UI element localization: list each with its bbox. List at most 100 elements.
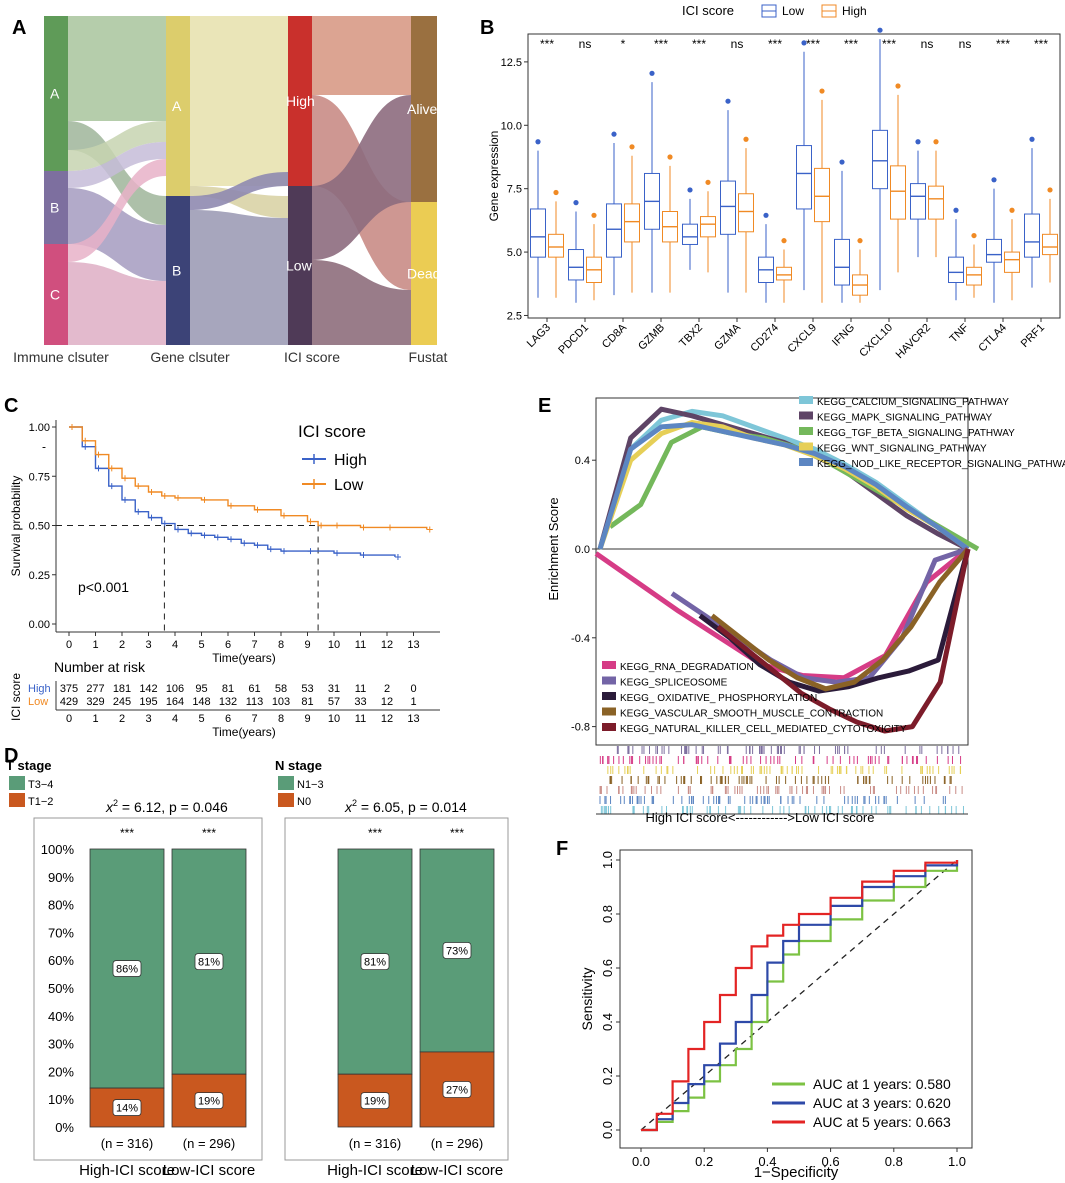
data-label-box bbox=[442, 942, 472, 959]
sankey-node bbox=[44, 244, 68, 345]
sankey-node-label: A bbox=[172, 98, 182, 114]
x-tick-label: 2 bbox=[119, 713, 125, 725]
sankey-flow bbox=[312, 95, 411, 260]
censor-mark bbox=[228, 536, 234, 543]
risk-value: 132 bbox=[219, 696, 237, 708]
x-tick-label: 2 bbox=[119, 639, 125, 651]
x-tick-label: 0.8 bbox=[885, 1154, 903, 1169]
legend-swatch bbox=[799, 396, 813, 404]
panel-label-a: A bbox=[12, 17, 26, 39]
box-outlier bbox=[839, 159, 845, 165]
sankey-flow bbox=[68, 262, 166, 345]
legend-swatch bbox=[9, 776, 25, 790]
censor-mark bbox=[201, 532, 208, 539]
significance-label: ns bbox=[731, 37, 744, 51]
risk-value: 195 bbox=[139, 696, 157, 708]
box-body bbox=[606, 203, 622, 258]
x-axis-label: Time(years) bbox=[212, 725, 276, 739]
censor-mark bbox=[135, 483, 142, 490]
box-body bbox=[928, 185, 944, 220]
significance-label: *** bbox=[806, 37, 820, 51]
box-outlier bbox=[857, 238, 863, 244]
censor-mark bbox=[201, 496, 208, 503]
legend-label: KEGG_TGF_BETA_SIGNALING_PATHWAY bbox=[817, 428, 1015, 439]
x-tick-label: 1 bbox=[92, 713, 98, 725]
sankey-node-label: Dead bbox=[407, 266, 440, 282]
censor-mark bbox=[95, 451, 102, 458]
risk-value: 95 bbox=[195, 683, 207, 695]
censor-mark bbox=[394, 554, 401, 561]
legend-label: KEGG_SPLICEOSOME bbox=[620, 678, 728, 689]
box-body bbox=[1024, 213, 1040, 258]
sankey-axis-label: ICI score bbox=[284, 349, 340, 365]
x-tick-label: 7 bbox=[251, 639, 257, 651]
sankey-node bbox=[288, 186, 312, 345]
roc-curve bbox=[641, 860, 959, 1132]
survival-curve bbox=[69, 426, 396, 558]
censor-mark bbox=[228, 502, 234, 509]
y-axis-label: Gene expression bbox=[487, 131, 501, 222]
y-tick-label: 100% bbox=[41, 842, 75, 857]
y-tick-label: 20% bbox=[48, 1064, 74, 1079]
legend-swatch bbox=[278, 793, 294, 807]
legend-label: KEGG_CALCIUM_SIGNALING_PATHWAY bbox=[817, 397, 1009, 408]
risk-value: 61 bbox=[248, 683, 260, 695]
box-body bbox=[948, 256, 964, 283]
box-outlier bbox=[1047, 187, 1053, 193]
x-axis-label: Time(years) bbox=[212, 651, 276, 665]
box-outlier bbox=[953, 207, 959, 213]
risk-value: 2 bbox=[384, 683, 390, 695]
censor-mark bbox=[254, 542, 261, 549]
x-tick-label: PDCD1 bbox=[556, 322, 591, 357]
sankey-node-label: B bbox=[50, 200, 59, 216]
plot-frame bbox=[33, 817, 263, 1161]
sankey-node bbox=[411, 16, 437, 202]
censor-mark bbox=[82, 443, 89, 450]
sankey-axis-label: Fustat bbox=[409, 349, 448, 365]
x-tick-label: 3 bbox=[145, 639, 151, 651]
legend-swatch bbox=[602, 692, 616, 700]
plot-frame bbox=[595, 397, 969, 746]
risk-value: 57 bbox=[328, 696, 340, 708]
sankey-flow bbox=[190, 16, 288, 186]
box-outlier bbox=[801, 40, 807, 46]
censor-mark bbox=[254, 506, 261, 513]
box-outlier bbox=[687, 187, 693, 193]
significance-label: *** bbox=[540, 37, 554, 51]
censor-mark bbox=[175, 526, 181, 533]
box-outlier bbox=[991, 177, 997, 183]
legend-swatch bbox=[602, 707, 616, 716]
x-tick-label: High-ICI score bbox=[79, 1162, 175, 1179]
significance-label: *** bbox=[882, 37, 896, 51]
data-label-box bbox=[442, 1081, 472, 1098]
legend-label: AUC at 3 years: 0.620 bbox=[813, 1095, 951, 1111]
risk-value: 103 bbox=[272, 696, 290, 708]
legend-swatch bbox=[799, 458, 813, 466]
legend-swatch bbox=[799, 411, 813, 420]
censor-mark bbox=[360, 524, 367, 531]
risk-value: 142 bbox=[139, 683, 157, 695]
box-body bbox=[910, 183, 926, 220]
censor-mark bbox=[161, 492, 168, 499]
legend-swatch bbox=[602, 661, 616, 669]
censor-mark bbox=[148, 489, 155, 496]
sankey-node-label: C bbox=[50, 287, 60, 303]
significance-label: * bbox=[621, 37, 626, 51]
box-outlier bbox=[933, 139, 939, 145]
censor-mark bbox=[108, 465, 115, 472]
x-tick-label: CXCL9 bbox=[786, 322, 820, 356]
box-body bbox=[890, 165, 906, 220]
x-tick-label: CD274 bbox=[748, 322, 781, 355]
risk-value: 113 bbox=[246, 696, 264, 708]
significance-label: ns bbox=[959, 37, 972, 51]
x-tick-label: 4 bbox=[172, 639, 178, 651]
risk-row-label: Low bbox=[28, 696, 48, 708]
box-outlier bbox=[649, 70, 655, 76]
y-tick-label: 0.0 bbox=[575, 544, 590, 556]
legend-swatch bbox=[278, 776, 294, 790]
censor-mark bbox=[161, 520, 168, 527]
censor-mark bbox=[135, 508, 142, 515]
x-tick-label: 5 bbox=[198, 713, 204, 725]
box-outlier bbox=[1009, 207, 1015, 213]
p-value-label: p<0.001 bbox=[78, 579, 129, 595]
